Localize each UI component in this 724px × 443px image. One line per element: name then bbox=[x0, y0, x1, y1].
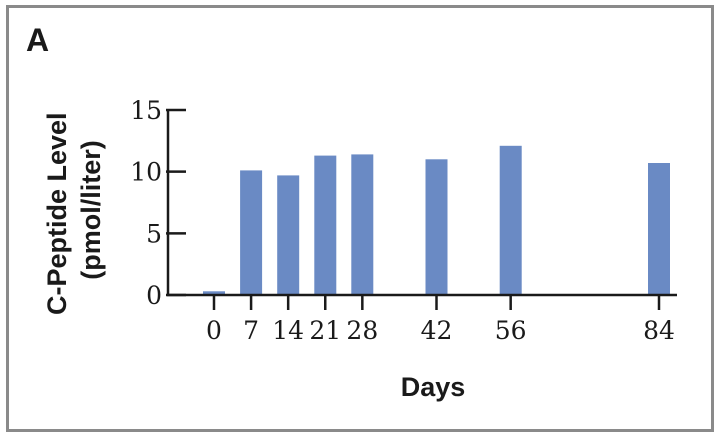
y-axis-label: C-Peptide Level (pmol/liter) bbox=[42, 105, 106, 315]
x-tick-label: 7 bbox=[243, 316, 259, 345]
x-tick-label: 14 bbox=[272, 316, 304, 345]
bar-day-21 bbox=[314, 155, 337, 295]
y-axis-label-line-1: C-Peptide Level bbox=[42, 112, 72, 315]
bar-day-84 bbox=[648, 163, 670, 295]
x-ticks-group: 0 7 14 21 28 42 56 84 bbox=[206, 295, 675, 345]
x-axis-label: Days bbox=[401, 372, 466, 402]
bar-day-7 bbox=[240, 170, 263, 295]
x-tick-label: 28 bbox=[346, 316, 378, 345]
bar-day-42 bbox=[425, 159, 448, 295]
y-tick-label: 5 bbox=[146, 219, 162, 248]
panel-label: A bbox=[26, 22, 50, 58]
y-tick-label: 15 bbox=[130, 96, 162, 125]
y-axis-label-line-2: (pmol/liter) bbox=[76, 140, 106, 280]
y-ticks-group: 0 5 10 15 bbox=[130, 96, 186, 310]
bars-group bbox=[203, 145, 670, 295]
x-tick-label: 0 bbox=[206, 316, 222, 345]
bar-day-14 bbox=[277, 175, 300, 295]
bar-day-0 bbox=[203, 291, 225, 295]
x-tick-label: 42 bbox=[421, 316, 453, 345]
bar-day-28 bbox=[351, 154, 374, 295]
y-tick-label: 10 bbox=[130, 158, 162, 187]
bar-day-56 bbox=[499, 145, 522, 295]
x-tick-label: 84 bbox=[643, 316, 675, 345]
x-tick-label: 56 bbox=[495, 316, 527, 345]
y-tick-label: 0 bbox=[146, 281, 162, 310]
x-tick-label: 21 bbox=[309, 316, 341, 345]
